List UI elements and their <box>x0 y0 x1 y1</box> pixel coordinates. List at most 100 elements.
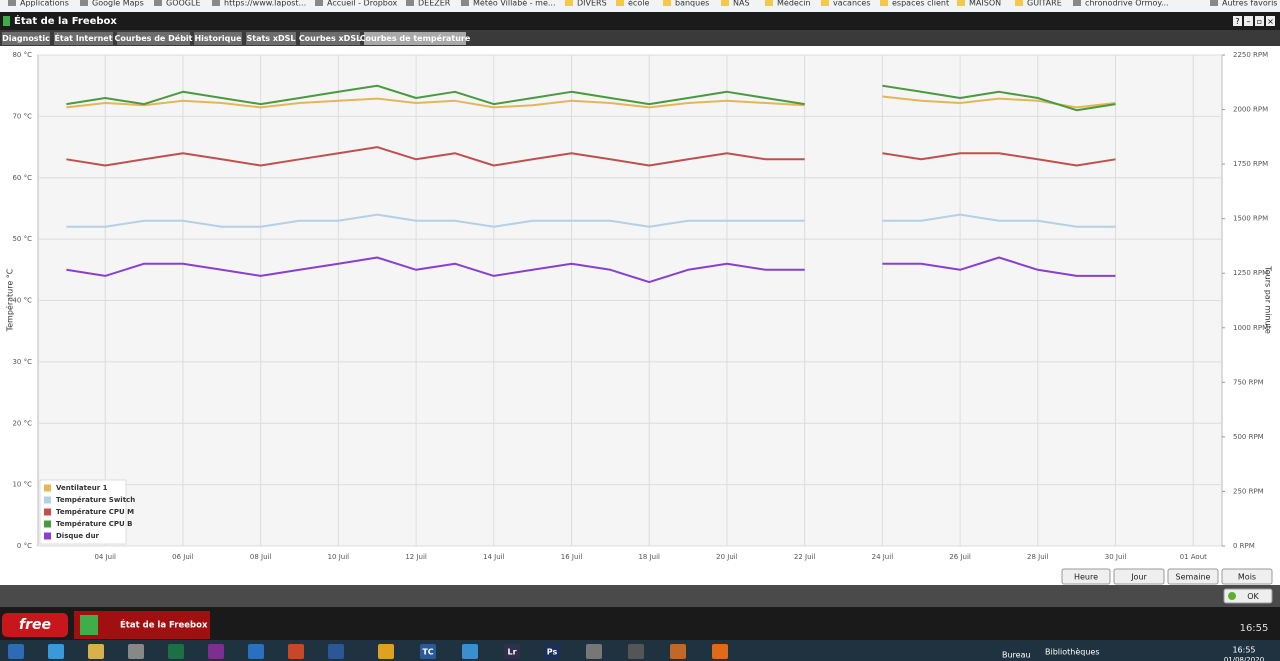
tab-label[interactable]: Courbes de Débit <box>114 33 192 43</box>
app-label[interactable]: TC <box>422 648 433 657</box>
libraries-label[interactable]: Bibliothèques <box>1045 647 1100 657</box>
app-icon[interactable] <box>670 644 686 659</box>
system-date: 01/08/2020 <box>1224 656 1264 661</box>
y-tick-label: 70 °C <box>12 112 32 120</box>
app-icon[interactable] <box>328 644 344 659</box>
legend-swatch <box>44 532 51 540</box>
bookmark-icon <box>80 0 88 6</box>
range-button-label[interactable]: Mois <box>1238 573 1256 582</box>
app-icon[interactable] <box>288 644 304 659</box>
app-icon[interactable] <box>48 644 64 659</box>
free-button[interactable] <box>2 613 68 637</box>
app-icon[interactable] <box>88 644 104 659</box>
range-button[interactable] <box>1167 568 1219 585</box>
x-tick-label: 24 Juil <box>872 553 894 561</box>
bookmark-icon <box>616 0 624 6</box>
range-button[interactable] <box>1061 568 1111 585</box>
window-control-label[interactable]: ▫ <box>1257 17 1262 26</box>
tab[interactable] <box>364 32 466 45</box>
app-icon[interactable] <box>208 644 224 659</box>
app-icon[interactable] <box>168 644 184 659</box>
bookmark[interactable]: banques <box>675 0 709 8</box>
tab-label[interactable]: Stats xDSL <box>246 34 295 43</box>
window-control-label[interactable]: – <box>1247 17 1251 26</box>
ok-button[interactable] <box>1223 588 1273 604</box>
bookmark[interactable]: GUITARE <box>1027 0 1062 8</box>
app-icon[interactable] <box>8 644 24 659</box>
window-control-label[interactable]: ? <box>1235 17 1239 26</box>
app-icon[interactable] <box>586 644 602 659</box>
bookmark[interactable]: vacances <box>833 0 871 8</box>
window-control[interactable] <box>1233 16 1242 26</box>
window-control[interactable] <box>1266 16 1275 26</box>
y-tick-label: 20 °C <box>12 419 32 427</box>
legend-swatch <box>44 508 51 516</box>
x-tick-label: 22 Juil <box>794 553 816 561</box>
tab[interactable] <box>246 32 296 45</box>
bookmark[interactable]: espaces client <box>892 0 949 8</box>
legend-swatch <box>44 520 51 528</box>
app-icon[interactable] <box>378 644 394 659</box>
app-icon[interactable] <box>504 644 520 659</box>
task-item-label[interactable]: État de la Freebox <box>120 619 208 631</box>
x-tick-label: 20 Juil <box>716 553 738 561</box>
y2-tick-label: 500 RPM <box>1233 433 1264 441</box>
bookmark-icon <box>461 0 469 6</box>
bookmark[interactable]: Accueil - Dropbox <box>327 0 398 8</box>
y2-tick-label: 1000 RPM <box>1233 324 1268 332</box>
app-icon[interactable] <box>248 644 264 659</box>
bookmark[interactable]: NAS <box>733 0 750 8</box>
app-icon[interactable] <box>544 644 560 659</box>
range-button-label[interactable]: Heure <box>1074 573 1098 582</box>
tab-label[interactable]: Diagnostic <box>2 34 50 43</box>
bookmark-icon <box>154 0 162 6</box>
app-icon[interactable] <box>462 644 478 659</box>
tab-label[interactable]: Courbes xDSL <box>299 34 361 43</box>
bookmark[interactable]: Autres favoris <box>1222 0 1277 8</box>
bookmark[interactable]: MAISON <box>969 0 1001 8</box>
bureau-label[interactable]: Bureau <box>1002 651 1031 660</box>
bookmark-icon <box>8 0 16 6</box>
app-icon[interactable] <box>712 644 728 659</box>
free-label[interactable]: free <box>19 617 51 633</box>
x-tick-label: 26 Juil <box>949 553 971 561</box>
bookmark[interactable]: GOOGLE <box>166 0 201 8</box>
bookmark[interactable]: https://www.lapost... <box>224 0 306 8</box>
range-button[interactable] <box>1221 568 1273 585</box>
bookmark[interactable]: Météo Villabé - me... <box>473 0 556 8</box>
tab[interactable] <box>2 32 50 45</box>
bookmark[interactable]: Applications <box>20 0 69 8</box>
tab-label[interactable]: État Internet <box>54 32 112 43</box>
bookmark[interactable]: DEEZER <box>418 0 451 8</box>
app-icon[interactable] <box>128 644 144 659</box>
app-icon[interactable] <box>628 644 644 659</box>
bookmark-icon <box>957 0 965 6</box>
bookmark[interactable]: DIVERS <box>577 0 607 8</box>
tab[interactable] <box>300 32 360 45</box>
window-control[interactable] <box>1244 16 1253 26</box>
app-label[interactable]: Lr <box>507 648 516 657</box>
range-button-label[interactable]: Jour <box>1130 573 1147 582</box>
bookmark[interactable]: Google Maps <box>92 0 144 8</box>
tab[interactable] <box>117 32 190 45</box>
bookmark-icon <box>1073 0 1081 6</box>
y-tick-label: 30 °C <box>12 358 32 366</box>
legend-label: Ventilateur 1 <box>56 484 108 492</box>
y2-tick-label: 250 RPM <box>1233 487 1264 495</box>
ok-label[interactable]: OK <box>1247 592 1259 601</box>
bookmark[interactable]: Médecin <box>777 0 811 8</box>
tab-label[interactable]: Courbes de température <box>360 33 471 43</box>
app-icon[interactable] <box>420 644 436 659</box>
window-control[interactable] <box>1255 16 1264 26</box>
range-button[interactable] <box>1113 568 1165 585</box>
tab[interactable] <box>54 32 113 45</box>
app-label[interactable]: Ps <box>547 648 558 657</box>
y-axis-title: Température °C <box>5 268 15 332</box>
range-button-label[interactable]: Semaine <box>1176 573 1211 582</box>
window-control-label[interactable]: × <box>1267 17 1274 26</box>
tab-label[interactable]: Historique <box>194 34 242 43</box>
x-tick-label: 01 Aout <box>1180 553 1208 561</box>
bookmark[interactable]: école <box>628 0 649 8</box>
bookmark[interactable]: chronodrive Ormoy... <box>1085 0 1169 8</box>
tab[interactable] <box>194 32 242 45</box>
